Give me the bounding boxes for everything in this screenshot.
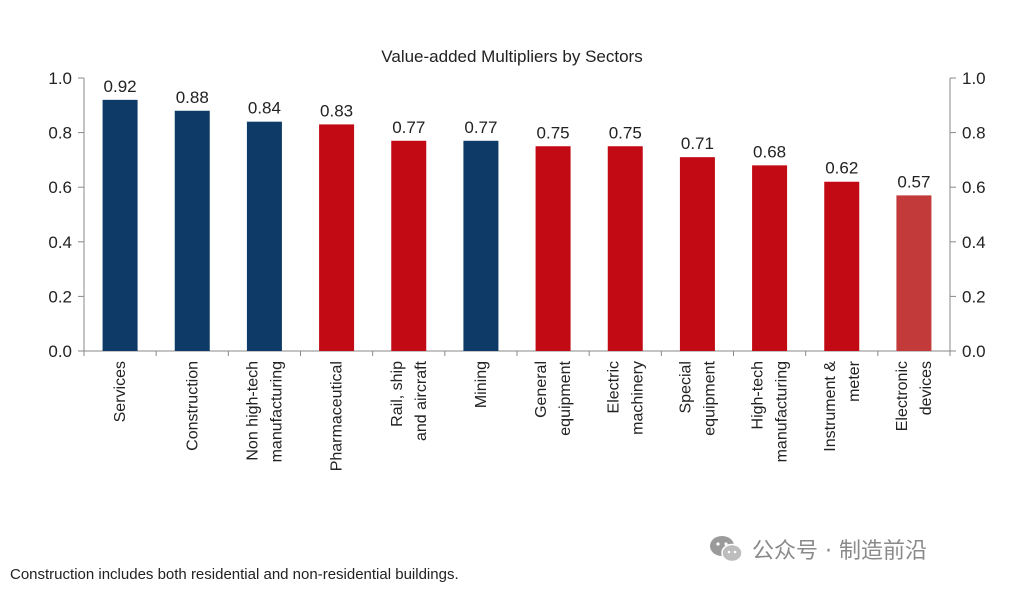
bar-value-label: 0.88 [176,88,209,107]
bar [896,195,932,351]
category-label: Electric machinery [605,361,646,435]
y-tick-label-left: 0.2 [48,287,72,306]
y-tick-label-left: 0.8 [48,124,72,143]
y-tick-label-left: 1.0 [48,69,72,88]
y-tick-label-left: 0.4 [48,233,72,252]
category-label: Rail, ship and aircraft [389,360,430,441]
bar [463,140,499,351]
bar [319,124,355,351]
category-label: Instrument & meter [822,360,863,451]
bar-value-label: 0.71 [681,134,714,153]
bar [752,165,788,351]
bar [391,140,427,351]
bar-value-label: 0.57 [897,172,930,191]
bar-value-label: 0.75 [537,123,570,142]
category-label: Pharmaceutical [329,361,346,471]
bar [174,110,210,351]
bar-value-label: 0.68 [753,142,786,161]
y-tick-label-left: 0.0 [48,342,72,361]
y-tick-label-right: 0.2 [962,287,986,306]
y-tick-label-right: 0.4 [962,233,986,252]
bar [679,157,715,351]
bar [607,146,643,351]
category-label: Construction [184,361,201,451]
category-label: Mining [473,361,490,408]
bar [102,99,138,351]
axes: 0.0 0.2 0.4 0.6 0.8 1.0 0.0 0.2 0.4 0.6 0.8 1.0 [48,69,985,361]
category-label: General equipment [533,360,574,435]
watermark: 公众号 · 制造前沿 [708,533,927,565]
y-tick-label-right: 0.0 [962,342,986,361]
y-tick-label-right: 0.6 [962,178,986,197]
bar [535,146,571,351]
bar-value-label: 0.84 [248,99,281,118]
footnote: Construction includes both residential a… [10,566,459,583]
category-label: Electronic devices [894,361,935,431]
category-label: Services [112,361,129,422]
bar [824,181,860,351]
y-tick-label-right: 0.8 [962,124,986,143]
bar-value-label: 0.62 [825,159,858,178]
category-label: Special equipment [677,360,718,435]
chart-title: Value-added Multipliers by Sectors [381,47,642,66]
category-label: High-tech manufacturing [750,361,791,462]
bar-value-label: 0.75 [609,123,642,142]
category-label: Non high-tech manufacturing [244,361,285,462]
bar-value-label: 0.83 [320,101,353,120]
bar [246,121,282,352]
bars: 0.92 Services 0.88 Construction 0.84 Non high… [102,77,935,471]
wechat-icon [710,536,743,563]
y-tick-label-left: 0.6 [48,178,72,197]
watermark-text: 公众号 · 制造前沿 [752,539,927,564]
y-tick-label-right: 1.0 [962,69,986,88]
bar-value-label: 0.92 [104,77,137,96]
bar-value-label: 0.77 [392,118,425,137]
bar-value-label: 0.77 [464,118,497,137]
